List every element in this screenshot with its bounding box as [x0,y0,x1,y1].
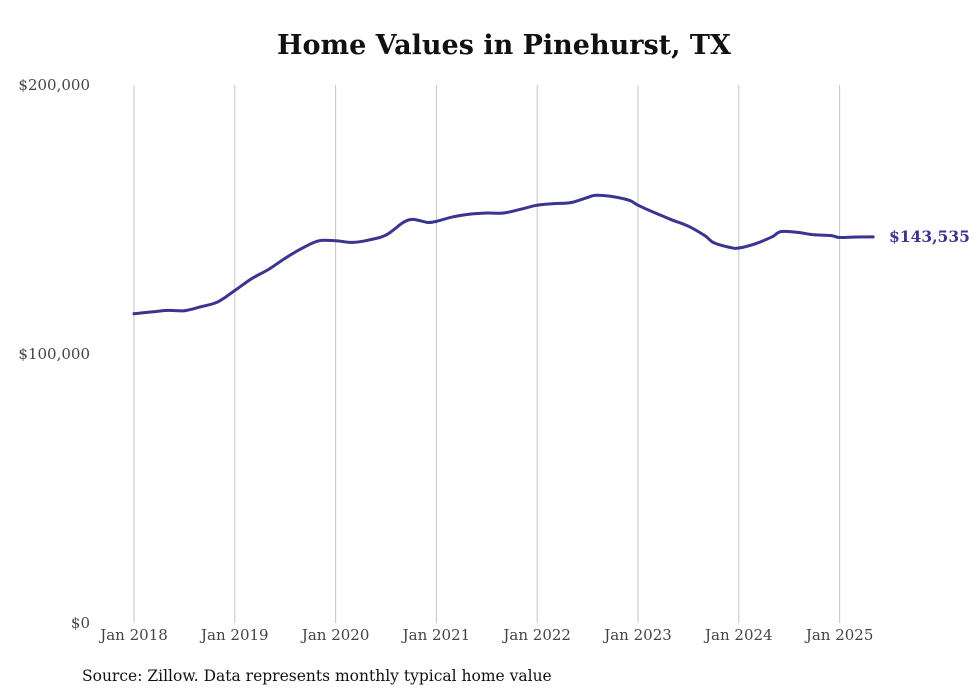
data-point [636,203,640,207]
data-point [502,211,505,215]
data-point [384,233,388,237]
end-value-label: $143,535 [889,227,970,246]
data-point [771,235,774,239]
data-point [233,289,237,292]
data-point [552,202,556,206]
data-point [670,218,673,222]
data-point [796,231,799,234]
data-point [199,305,203,309]
data-point [519,207,522,211]
data-point [594,193,598,197]
source-note: Source: Zillow. Data represents monthly … [82,667,552,685]
data-point [829,234,833,238]
x-tick-label: Jan 2018 [98,626,168,644]
data-point [183,309,186,313]
data-point [283,256,287,260]
data-point [586,196,589,199]
data-point [737,246,741,250]
x-tick-label: Jan 2021 [401,626,471,644]
x-axis-tick-labels: Jan 2018 Jan 2019 Jan 2020 Jan 2021 Jan 2022… [98,626,873,644]
data-point [351,240,354,244]
data-point [813,233,816,237]
data-point [435,219,438,223]
x-tick-label: Jan 2019 [199,626,269,644]
data-point [267,268,270,271]
data-point [485,211,489,215]
chart-title: Home Values in Pinehurst, TX [277,30,731,61]
data-point [426,221,430,224]
x-tick-label: Jan 2025 [804,626,874,644]
y-tick-label: $200,000 [18,76,90,94]
x-tick-label: Jan 2022 [501,626,571,644]
data-point [468,212,472,216]
x-tick-label: Jan 2023 [602,626,672,644]
y-axis-tick-labels: $0 $100,000 $200,000 [18,76,90,632]
data-point [409,218,413,221]
data-point [166,309,170,312]
data-point [855,235,858,239]
data-points [132,193,875,316]
y-tick-label: $100,000 [18,345,90,363]
data-point [838,236,841,239]
data-point [712,241,715,245]
data-point [729,246,732,249]
data-point [687,224,690,228]
data-point [451,215,455,219]
data-point [401,221,405,225]
data-point [611,195,615,199]
data-point [653,211,657,215]
data-point [300,246,304,250]
data-point [250,277,254,281]
data-point [317,239,321,243]
data-point [628,199,631,202]
data-point [334,239,337,243]
data-point [754,242,757,246]
data-point [779,230,783,234]
grid-lines [133,85,841,623]
data-point [535,203,539,207]
x-tick-label: Jan 2020 [300,626,370,644]
data-point [569,201,573,204]
line-chart: $0$100,000$200,000 Jan 2018 Jan 2019 Jan 2… [18,76,970,644]
data-point [418,219,421,222]
x-tick-label: Jan 2024 [703,626,773,644]
data-point [132,312,136,316]
data-point [703,234,707,238]
y-tick-label: $0 [71,614,90,632]
data-point [367,238,371,242]
home-value-line [132,193,875,316]
data-point [216,300,220,304]
data-point [149,310,153,314]
data-point [871,235,875,239]
